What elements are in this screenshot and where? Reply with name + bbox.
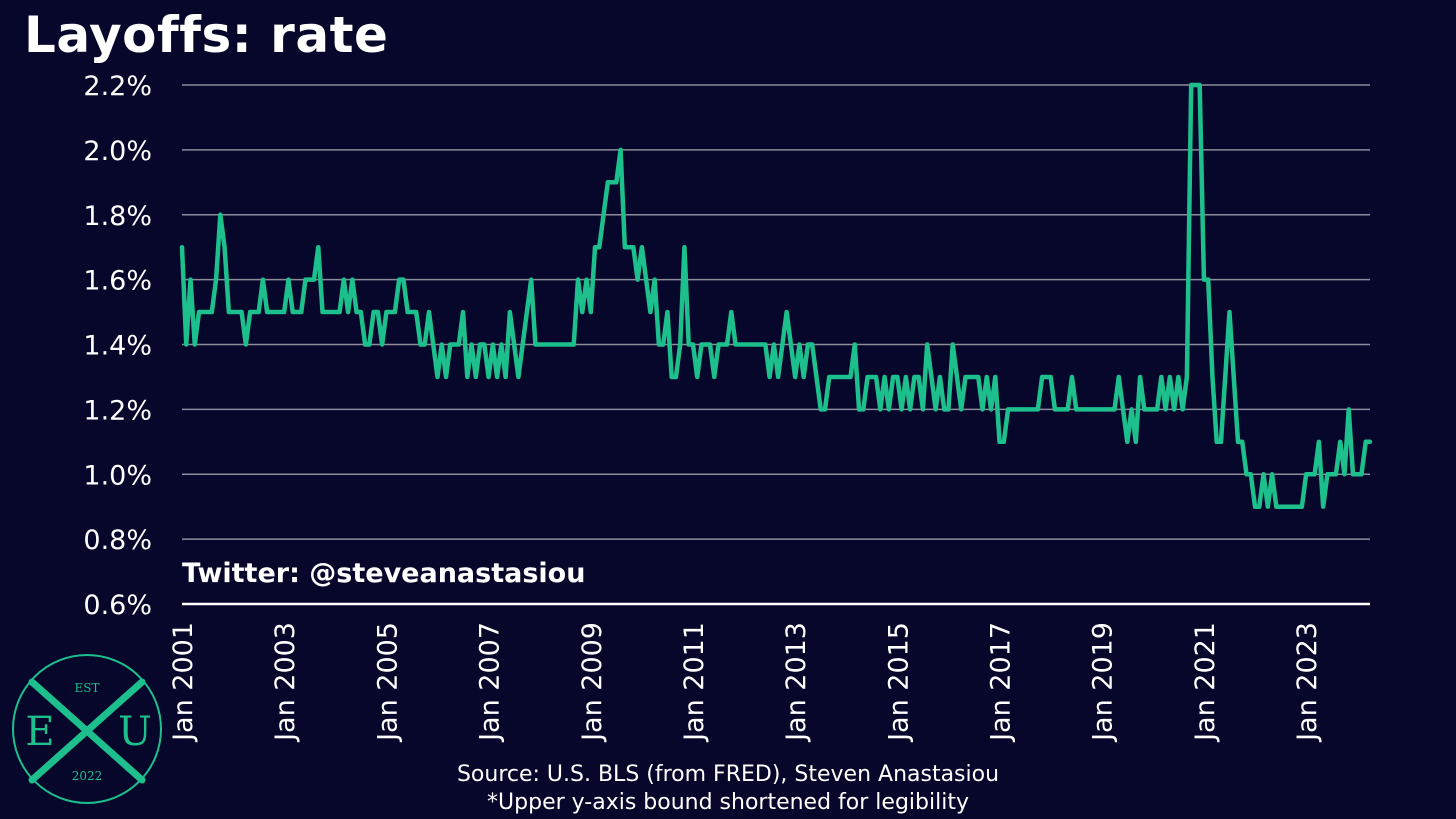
x-tick-label: Jan 2007 — [475, 622, 506, 743]
x-tick-label: Jan 2017 — [986, 622, 1017, 743]
y-axis-ticks: 0.6% 0.8% 1.0% 1.2% 1.4% 1.6% 1.8% 2.0% 2.2% — [83, 71, 152, 621]
x-tick-label: Jan 2015 — [883, 622, 914, 743]
y-tick-label: 2.0% — [83, 136, 152, 167]
logo-est-text: EST — [75, 681, 100, 695]
gridlines — [182, 84, 1370, 606]
y-tick-label: 1.6% — [83, 266, 152, 297]
y-tick-label: 1.4% — [83, 331, 152, 362]
y-tick-label: 0.6% — [83, 590, 152, 621]
source-note: Source: U.S. BLS (from FRED), Steven Ana… — [456, 762, 1000, 787]
x-tick-label: Jan 2005 — [372, 622, 403, 743]
x-tick-label: Jan 2001 — [168, 622, 199, 743]
y-tick-label: 2.2% — [83, 71, 152, 102]
y-tick-label: 1.0% — [83, 460, 152, 491]
twitter-annotation: Twitter: @steveanastasiou — [182, 558, 585, 589]
series-line-layoffs-rate — [179, 82, 1373, 509]
x-tick-label: Jan 2013 — [781, 622, 812, 743]
y-tick-label: 1.8% — [83, 201, 152, 232]
logo-letter-u: U — [118, 709, 152, 755]
exu-logo: EST E U 2022 — [12, 654, 162, 804]
x-tick-label: Jan 2003 — [270, 622, 301, 743]
x-tick-label: Jan 2009 — [577, 622, 608, 743]
x-tick-label: Jan 2011 — [679, 622, 710, 743]
x-axis-ticks: Jan 2001 Jan 2003 Jan 2005 Jan 2007 Jan 2009… — [168, 622, 1323, 743]
chart-title: Layoffs: rate — [24, 6, 389, 64]
axis-footnote: *Upper y-axis bound shortened for legibi… — [487, 790, 969, 815]
y-tick-label: 0.8% — [83, 525, 152, 556]
x-tick-label: Jan 2021 — [1190, 622, 1221, 743]
x-tick-label: Jan 2019 — [1088, 622, 1119, 743]
logo-letter-e: E — [25, 709, 54, 755]
x-tick-label: Jan 2023 — [1292, 622, 1323, 743]
y-tick-label: 1.2% — [83, 395, 152, 426]
logo-year-text: 2022 — [72, 769, 103, 783]
series-line-group — [179, 82, 1373, 509]
